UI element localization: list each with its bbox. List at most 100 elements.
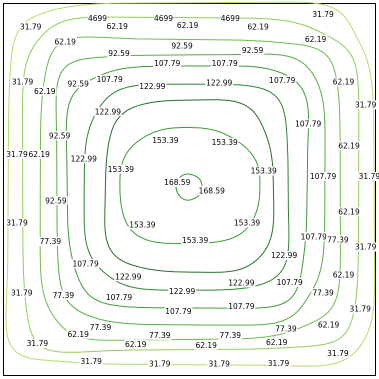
contour-label: 77.39 bbox=[40, 237, 62, 246]
contour-label: 4699 bbox=[88, 14, 107, 23]
contour-label: 107.79 bbox=[228, 302, 254, 311]
contour-label: 31.79 bbox=[355, 101, 377, 110]
contour-label-bg bbox=[197, 186, 226, 196]
contour-label-bg bbox=[87, 13, 108, 23]
contour-label-bg bbox=[331, 270, 356, 280]
contour-label: 107.79 bbox=[154, 59, 180, 68]
contour-label-bg bbox=[69, 154, 98, 164]
contour-label-bg bbox=[168, 287, 196, 296]
contour-label: 31.79 bbox=[6, 150, 28, 159]
contour-label: 77.39 bbox=[90, 323, 112, 332]
contour-label-bg bbox=[124, 339, 148, 349]
contour-label: 31.79 bbox=[27, 339, 49, 348]
contour-line-31.79 bbox=[21, 16, 360, 353]
contour-line-77.39 bbox=[55, 53, 326, 326]
contour-label: 62.19 bbox=[338, 208, 360, 217]
contour-line-92.59 bbox=[65, 65, 310, 309]
contour-label-bg bbox=[107, 48, 131, 58]
contour-line-122.99 bbox=[104, 99, 275, 273]
contour-label-bg bbox=[105, 292, 133, 302]
contour-label-bg bbox=[354, 100, 378, 110]
contour-label: 62.19 bbox=[305, 35, 327, 44]
contour-label-bg bbox=[246, 22, 270, 32]
contour-label: 168.59 bbox=[199, 186, 225, 195]
contour-label-bg bbox=[10, 77, 35, 87]
contour-label: 31.79 bbox=[312, 10, 334, 19]
contour-label: 4699 bbox=[221, 14, 240, 23]
contour-label: 107.79 bbox=[295, 120, 321, 129]
contour-label: 122.99 bbox=[95, 107, 121, 116]
contour-label-bg bbox=[294, 119, 323, 129]
contour-label: 31.79 bbox=[268, 359, 290, 368]
contour-label: 153.39 bbox=[152, 136, 178, 145]
contour-label-bg bbox=[79, 356, 103, 366]
contour-label-bg bbox=[153, 58, 182, 68]
contour-label: 31.79 bbox=[355, 243, 377, 252]
contour-label-bg bbox=[299, 232, 328, 242]
contour-label: 153.39 bbox=[251, 167, 277, 176]
contour-label-bg bbox=[227, 278, 256, 288]
contour-label: 31.79 bbox=[80, 357, 102, 366]
contour-label-bg bbox=[348, 304, 372, 314]
contour-label: 153.39 bbox=[108, 165, 134, 174]
contour-label: 122.99 bbox=[228, 279, 254, 288]
contour-label-bg bbox=[170, 41, 194, 51]
contour-label: 62.19 bbox=[54, 38, 76, 47]
contour-label-bg bbox=[107, 164, 135, 174]
contour-label-bg bbox=[95, 74, 124, 84]
contour-label-bg bbox=[218, 330, 243, 340]
contour-label-bg bbox=[44, 196, 68, 206]
contour-label-bg bbox=[210, 137, 239, 147]
contour-label-bg bbox=[114, 272, 143, 282]
contour-label-bg bbox=[233, 218, 261, 228]
contour-label: 62.19 bbox=[338, 141, 360, 150]
contour-label: 107.79 bbox=[301, 232, 327, 241]
contour-label: 62.19 bbox=[125, 340, 147, 349]
contour-label-bg bbox=[309, 172, 337, 181]
contour-label-bg bbox=[270, 251, 298, 260]
contour-label: 122.99 bbox=[71, 154, 97, 163]
contour-label-bg bbox=[175, 21, 200, 30]
contour-label: 31.79 bbox=[149, 360, 171, 369]
contour-line-168.59 bbox=[175, 173, 203, 201]
contour-label-bg bbox=[88, 323, 113, 332]
contour-label-bg bbox=[240, 45, 265, 55]
contour-label-bg bbox=[5, 149, 29, 159]
contour-line-153.39 bbox=[119, 127, 261, 245]
contour-label-bg bbox=[264, 337, 289, 347]
contour-label: 62.19 bbox=[333, 78, 355, 87]
contour-label-bg bbox=[5, 218, 29, 228]
contour-label-bg bbox=[357, 172, 379, 181]
contour-label: 122.99 bbox=[115, 272, 141, 281]
contour-label: 153.39 bbox=[182, 236, 208, 245]
contour-label-bg bbox=[38, 236, 63, 246]
contour-label: 122.99 bbox=[169, 287, 195, 296]
contour-label: 77.39 bbox=[220, 331, 242, 340]
contour-label: 107.79 bbox=[212, 59, 238, 68]
contour-label-bg bbox=[153, 13, 174, 23]
contour-label: 153.39 bbox=[212, 138, 238, 147]
contour-label-bg bbox=[94, 107, 122, 117]
contour-label: 31.79 bbox=[11, 288, 33, 297]
contour-label: 122.99 bbox=[271, 251, 297, 260]
contour-line-62.19 bbox=[39, 36, 341, 341]
contour-label-bg bbox=[210, 58, 239, 68]
contour-label: 31.79 bbox=[327, 349, 349, 358]
contour-label-bg bbox=[25, 339, 50, 348]
contour-label-bg bbox=[164, 306, 193, 316]
contour-label-bg bbox=[66, 329, 90, 339]
contour-label-bg bbox=[220, 13, 240, 23]
contour-label-bg bbox=[19, 22, 43, 32]
contour-label: 92.59 bbox=[108, 49, 130, 58]
contour-label: 62.19 bbox=[247, 23, 269, 32]
contour-label-bg bbox=[33, 86, 57, 96]
contour-label-bg bbox=[303, 34, 328, 44]
contour-label-bg bbox=[205, 78, 234, 88]
contour-label-bg bbox=[148, 330, 172, 340]
contour-label: 107.79 bbox=[269, 76, 295, 85]
contour-label-bg bbox=[138, 81, 167, 91]
contour-label-bg bbox=[337, 207, 361, 217]
contour-label: 122.99 bbox=[206, 79, 232, 88]
